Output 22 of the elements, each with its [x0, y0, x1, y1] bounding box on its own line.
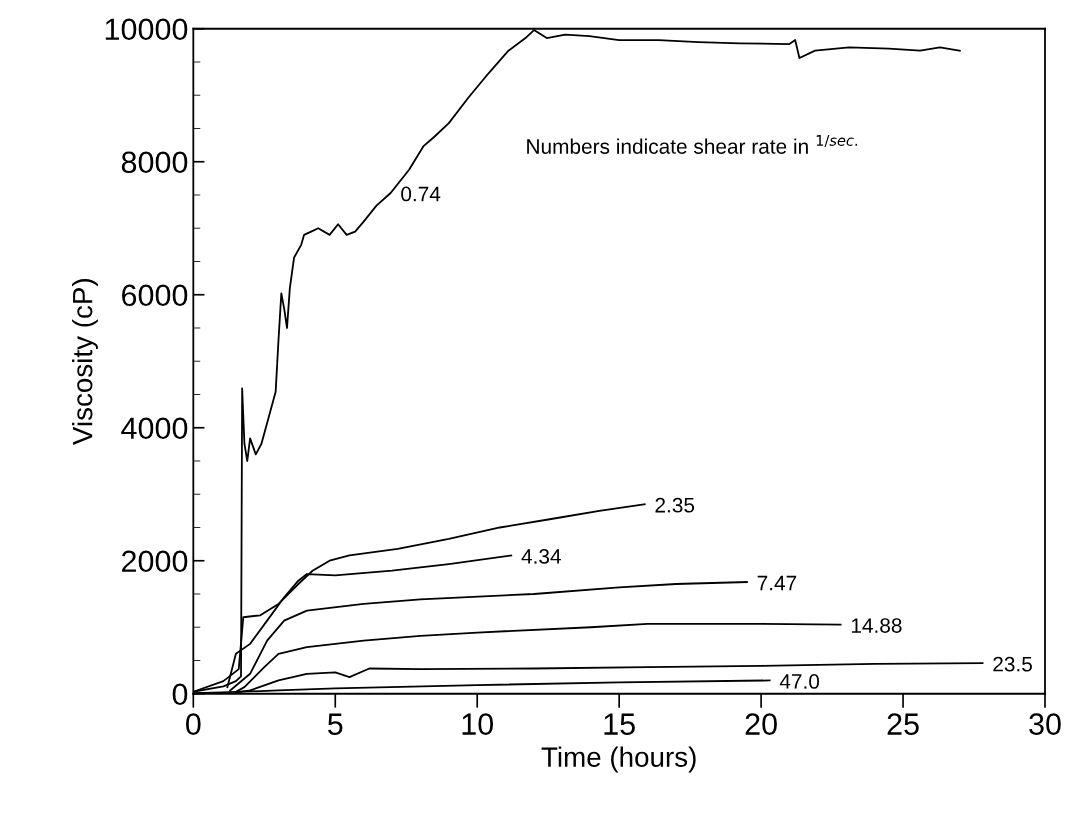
annotation: 4.34	[521, 549, 561, 564]
y-tick-label: 2000	[122, 550, 188, 573]
y-tick-label: 0	[172, 683, 188, 706]
x-tick-label: 20	[745, 713, 777, 735]
x-tick-label: 15	[604, 713, 635, 735]
annotation: 0.74	[401, 186, 441, 202]
annotation: 23.5	[993, 656, 1032, 672]
x-axis-title: Time (hours)	[541, 746, 696, 773]
y-tick-label: 8000	[121, 151, 188, 174]
annotation: 47.0	[779, 674, 820, 689]
annotation: 2.35	[655, 497, 695, 513]
annotation: 14.88	[851, 618, 902, 633]
y-tick-label: 10000	[105, 18, 188, 41]
x-tick-label: 5	[327, 713, 343, 735]
y-tick-label: 6000	[122, 284, 188, 307]
x-tick-label: 25	[887, 713, 919, 735]
x-tick-label: 10	[462, 713, 494, 735]
annotation: Numbers indicate shear rate in $^{1/sec.}$	[527, 135, 858, 154]
y-axis-title: Viscosity (cP)	[72, 279, 98, 445]
y-tick-label: 4000	[121, 417, 188, 440]
annotation: 7.47	[757, 575, 797, 591]
x-tick-label: 30	[1029, 713, 1061, 735]
